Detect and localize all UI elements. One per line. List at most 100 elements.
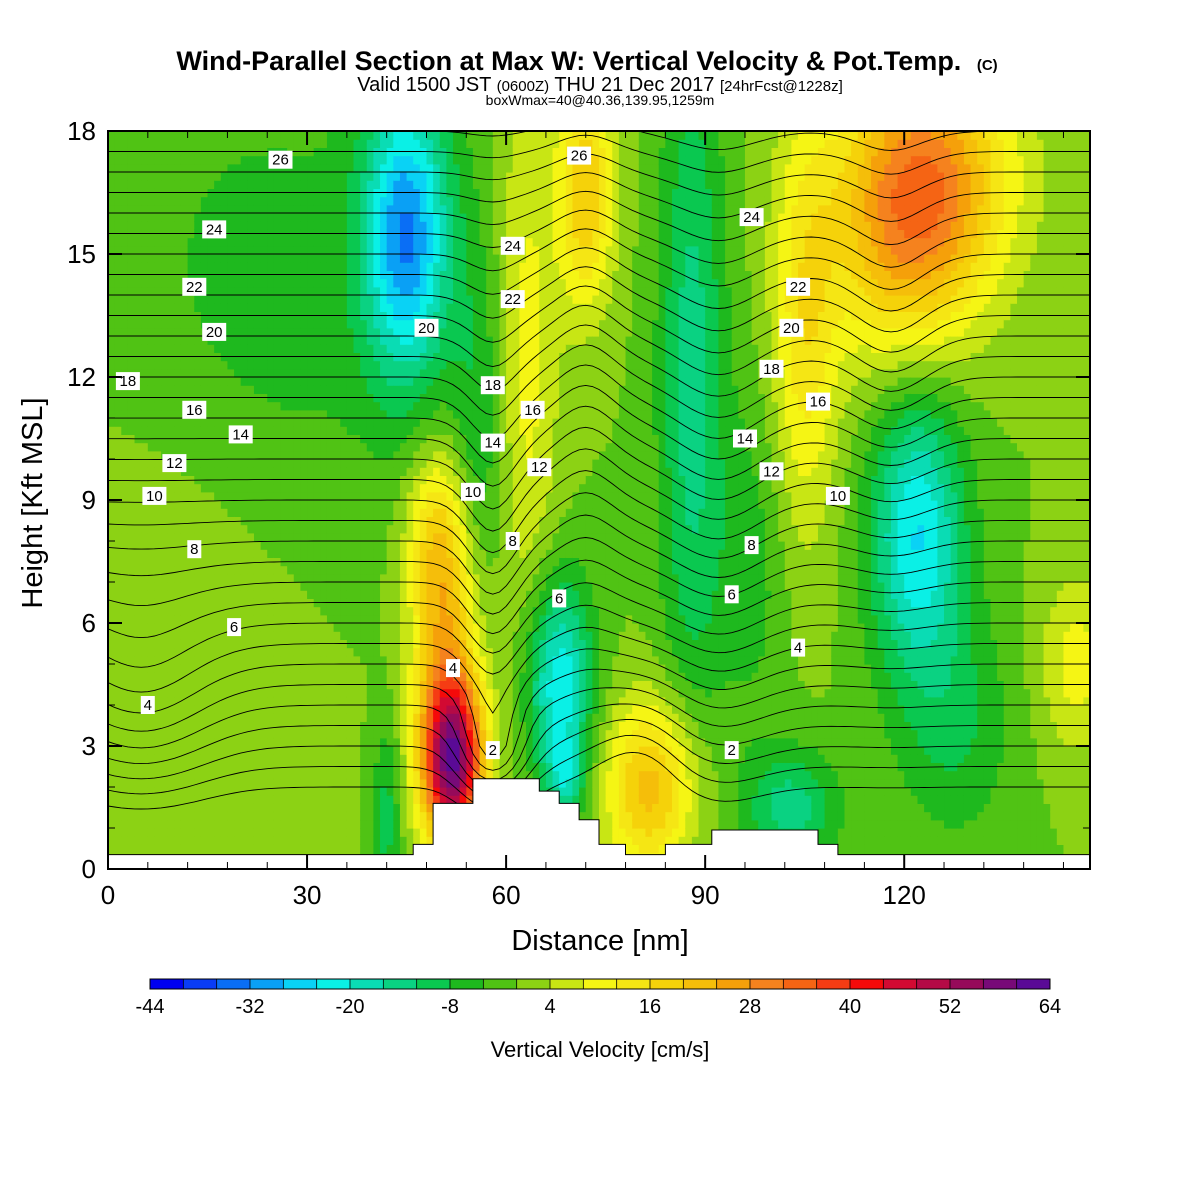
velocity-cell <box>433 696 441 706</box>
velocity-cell <box>313 844 321 854</box>
velocity-cell <box>466 245 474 255</box>
velocity-cell <box>194 778 202 788</box>
velocity-cell <box>147 180 156 189</box>
velocity-cell <box>260 639 268 649</box>
velocity-cell <box>419 377 428 386</box>
velocity-cell <box>214 409 222 419</box>
velocity-cell <box>346 770 355 780</box>
velocity-cell <box>161 303 169 312</box>
velocity-cell <box>127 442 136 452</box>
velocity-cell <box>253 221 262 230</box>
velocity-cell <box>187 778 195 788</box>
velocity-cell <box>207 770 215 780</box>
velocity-cell <box>466 295 474 304</box>
velocity-cell <box>154 475 162 485</box>
velocity-cell <box>439 614 447 624</box>
velocity-cell <box>141 401 149 411</box>
velocity-cell <box>234 360 242 370</box>
velocity-cell <box>472 737 481 747</box>
velocity-cell <box>333 770 341 780</box>
velocity-cell <box>293 565 302 575</box>
velocity-cell <box>386 254 394 263</box>
velocity-cell <box>426 811 434 821</box>
velocity-cell <box>180 549 189 558</box>
velocity-cell <box>307 245 315 255</box>
velocity-cell <box>360 327 368 337</box>
velocity-cell <box>419 828 428 837</box>
velocity-cell <box>127 491 136 501</box>
velocity-cell <box>380 500 388 509</box>
velocity-cell <box>207 541 215 550</box>
velocity-cell <box>240 672 248 681</box>
velocity-cell <box>307 672 315 681</box>
velocity-cell <box>167 336 175 345</box>
velocity-cell <box>167 139 175 148</box>
velocity-cell <box>453 336 461 345</box>
velocity-cell <box>466 459 474 468</box>
velocity-cell <box>194 721 202 731</box>
velocity-cell <box>267 139 275 148</box>
velocity-cell <box>154 524 162 534</box>
velocity-cell <box>220 565 229 575</box>
velocity-cell <box>320 803 328 813</box>
velocity-cell <box>194 524 202 534</box>
velocity-cell <box>380 828 388 837</box>
velocity-cell <box>234 549 242 558</box>
velocity-cell <box>453 582 461 591</box>
velocity-cell <box>174 713 182 722</box>
velocity-cell <box>194 623 202 632</box>
velocity-cell <box>114 713 122 722</box>
velocity-cell <box>121 844 129 854</box>
velocity-cell <box>207 754 215 763</box>
velocity-cell <box>234 213 242 222</box>
velocity-cell <box>234 819 242 829</box>
velocity-cell <box>419 582 428 591</box>
velocity-cell <box>161 262 169 271</box>
velocity-cell <box>326 163 335 173</box>
velocity-cell <box>161 524 169 534</box>
velocity-cell <box>373 180 381 189</box>
velocity-cell <box>386 155 394 165</box>
velocity-cell <box>373 565 381 575</box>
velocity-cell <box>167 582 175 591</box>
velocity-cell <box>346 254 355 263</box>
velocity-cell <box>234 278 242 288</box>
velocity-cell <box>220 213 229 222</box>
velocity-cell <box>161 778 169 788</box>
velocity-cell <box>380 705 388 714</box>
velocity-cell <box>466 270 474 280</box>
velocity-cell <box>300 483 308 493</box>
velocity-cell <box>154 450 162 460</box>
velocity-cell <box>147 426 156 435</box>
velocity-cell <box>141 368 149 378</box>
velocity-cell <box>141 450 149 460</box>
velocity-cell <box>466 180 474 189</box>
velocity-cell <box>147 204 156 214</box>
velocity-cell <box>127 245 136 255</box>
velocity-cell <box>240 336 248 345</box>
velocity-cell <box>399 204 408 214</box>
velocity-cell <box>240 262 248 271</box>
velocity-cell <box>360 196 368 206</box>
velocity-cell <box>247 614 255 624</box>
velocity-cell <box>121 557 129 567</box>
velocity-cell <box>180 647 189 657</box>
velocity-cell <box>174 721 182 731</box>
velocity-cell <box>326 254 335 263</box>
velocity-cell <box>167 491 175 501</box>
velocity-cell <box>200 803 209 813</box>
velocity-cell <box>313 172 321 181</box>
velocity-cell <box>380 245 388 255</box>
velocity-cell <box>141 565 149 575</box>
velocity-cell <box>373 549 381 558</box>
velocity-cell <box>121 541 129 550</box>
velocity-cell <box>127 778 136 788</box>
velocity-cell <box>293 549 302 558</box>
velocity-cell <box>273 696 282 706</box>
velocity-cell <box>353 606 361 616</box>
velocity-cell <box>386 459 394 468</box>
velocity-cell <box>399 803 408 813</box>
velocity-cell <box>287 713 295 722</box>
velocity-cell <box>453 139 461 148</box>
velocity-cell <box>399 327 408 337</box>
